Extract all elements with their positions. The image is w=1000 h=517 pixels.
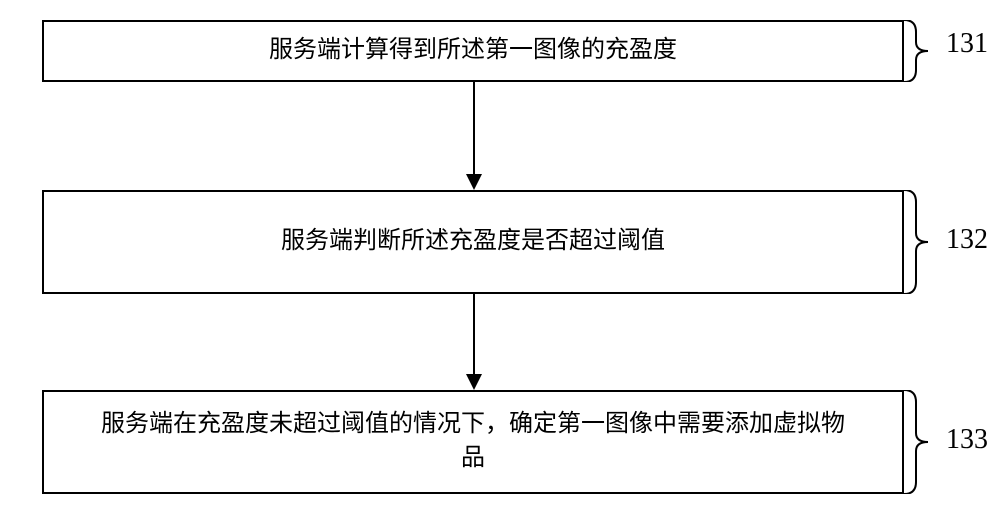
step-label-1: 131 [946, 28, 988, 60]
brace-3 [904, 390, 944, 494]
flow-step-3: 服务端在充盈度未超过阈值的情况下，确定第一图像中需要添加虚拟物品 [42, 390, 904, 494]
arrow-1-2 [464, 82, 484, 190]
brace-2 [904, 190, 944, 294]
brace-1 [904, 20, 944, 82]
arrow-2-3 [464, 294, 484, 390]
flow-step-3-text: 服务端在充盈度未超过阈值的情况下，确定第一图像中需要添加虚拟物品 [93, 408, 853, 475]
flow-step-1: 服务端计算得到所述第一图像的充盈度 [42, 20, 904, 82]
flowchart-canvas: 服务端计算得到所述第一图像的充盈度 131 服务端判断所述充盈度是否超过阈值 1… [0, 0, 1000, 517]
flow-step-1-text: 服务端计算得到所述第一图像的充盈度 [269, 34, 677, 68]
flow-step-2-text: 服务端判断所述充盈度是否超过阈值 [281, 225, 665, 259]
step-label-2: 132 [946, 224, 988, 256]
flow-step-2: 服务端判断所述充盈度是否超过阈值 [42, 190, 904, 294]
step-label-3: 133 [946, 424, 988, 456]
